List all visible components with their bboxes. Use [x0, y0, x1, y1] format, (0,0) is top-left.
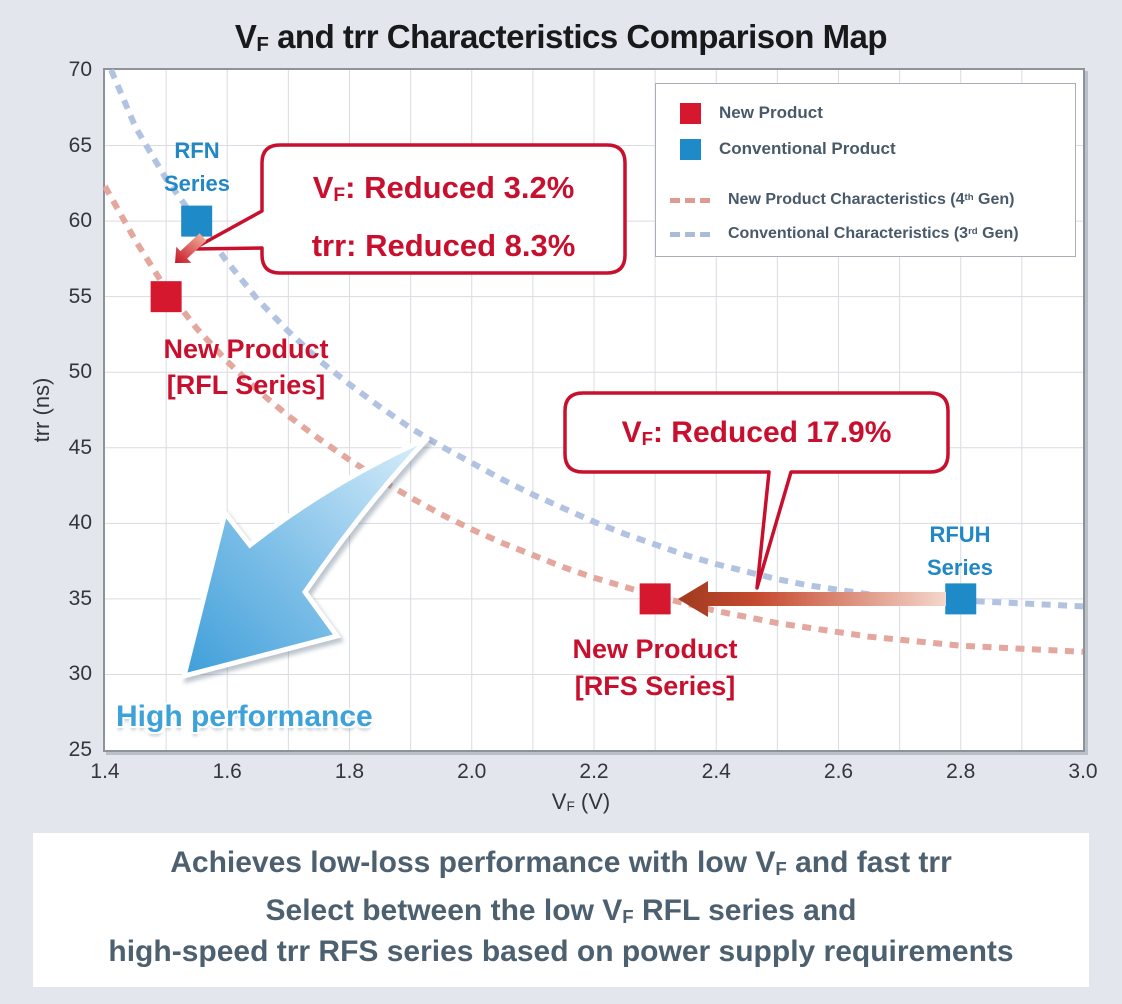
legend-label-conventional-characteristics: Conventional Characteristics (3rd Gen): [728, 225, 1019, 242]
callout-rfs-reduction: VF: Reduced 17.9%: [621, 416, 892, 450]
high-performance-label: High performance: [116, 700, 373, 733]
y-tick-label: 55: [68, 284, 92, 308]
legend-label-conventional-product: Conventional Product: [719, 139, 896, 158]
summary-caption: Achieves low-loss performance with low V…: [33, 833, 1089, 987]
legend-label-new-product: New Product: [719, 103, 823, 122]
legend: New Product Conventional Product New Pro…: [655, 83, 1076, 257]
y-axis-label: trr (ns): [29, 377, 54, 443]
x-tick-label: 3.0: [1068, 760, 1098, 783]
x-tick-label: 1.8: [334, 760, 365, 783]
y-tick-label: 40: [68, 511, 92, 535]
conventional-product-swatch-icon: [680, 138, 701, 160]
x-tick-label: 2.2: [579, 760, 609, 783]
x-tick-label: 1.4: [90, 760, 120, 783]
callout-rfl-line2: trr: Reduced 8.3%: [311, 228, 576, 263]
x-tick-label: 2.0: [457, 760, 487, 783]
label-rfn-line2: Series: [163, 171, 231, 196]
page-title: VF and trr Characteristics Comparison Ma…: [234, 18, 888, 57]
y-tick-label: 35: [68, 586, 92, 610]
legend-label-new-characteristics: New Product Characteristics (4th Gen): [728, 191, 1015, 208]
x-tick-label: 2.6: [823, 760, 854, 783]
label-rfuh-series: RFUH Series: [899, 518, 1021, 584]
callout-rfl-line1: VF: Reduced 3.2%: [312, 170, 575, 207]
label-rfn-line1: RFN: [174, 138, 220, 163]
label-rfl-series: New Product [RFL Series]: [111, 331, 381, 403]
legend-item-new-characteristics: New Product Characteristics (4th Gen): [656, 184, 1075, 216]
y-tick-label: 65: [68, 133, 92, 157]
legend-item-conventional-product: Conventional Product: [656, 133, 1075, 165]
caption-line-1: Achieves low-loss performance with low V…: [170, 846, 952, 880]
x-tick-label: 2.4: [701, 760, 731, 783]
label-rfs-line1: New Product: [572, 634, 738, 664]
label-rfs-series: New Product [RFS Series]: [520, 631, 790, 705]
label-rfn-series: RFN Series: [137, 134, 257, 200]
caption-line-3: high-speed trr RFS series based on power…: [108, 935, 1014, 968]
y-tick-label: 60: [68, 209, 92, 233]
x-tick-label: 2.8: [946, 760, 976, 783]
label-rfs-line2: [RFS Series]: [574, 671, 736, 701]
legend-item-new-product: New Product: [656, 97, 1075, 129]
y-tick-label: 70: [68, 58, 92, 81]
new-characteristics-dash-icon: [670, 197, 710, 203]
label-rfuh-line2: Series: [926, 555, 994, 580]
y-tick-label: 30: [68, 662, 92, 686]
y-tick-label: 25: [68, 738, 92, 761]
label-rfl-line1: New Product: [163, 334, 329, 364]
new-product-swatch-icon: [680, 102, 701, 124]
label-rfuh-line1: RFUH: [929, 522, 991, 547]
conventional-characteristics-dash-icon: [670, 231, 710, 237]
legend-item-conventional-characteristics: Conventional Characteristics (3rd Gen): [656, 218, 1075, 250]
caption-line-2: Select between the low VF RFL series and…: [33, 892, 1089, 971]
x-tick-label: 1.6: [212, 760, 242, 783]
label-rfl-line2: [RFL Series]: [166, 370, 326, 400]
y-tick-label: 45: [68, 435, 92, 459]
y-tick-label: 50: [68, 360, 92, 384]
axis-ticks: 1.4 1.6 1.8 2.0 2.2 2.4 2.6 2.8 3.0 25 30 35 40 45 50 5…: [68, 58, 1098, 783]
x-axis-label: VF (V): [551, 789, 611, 815]
callout-rfl-reduction: VF: Reduced 3.2% trr: Reduced 8.3%: [272, 161, 615, 272]
